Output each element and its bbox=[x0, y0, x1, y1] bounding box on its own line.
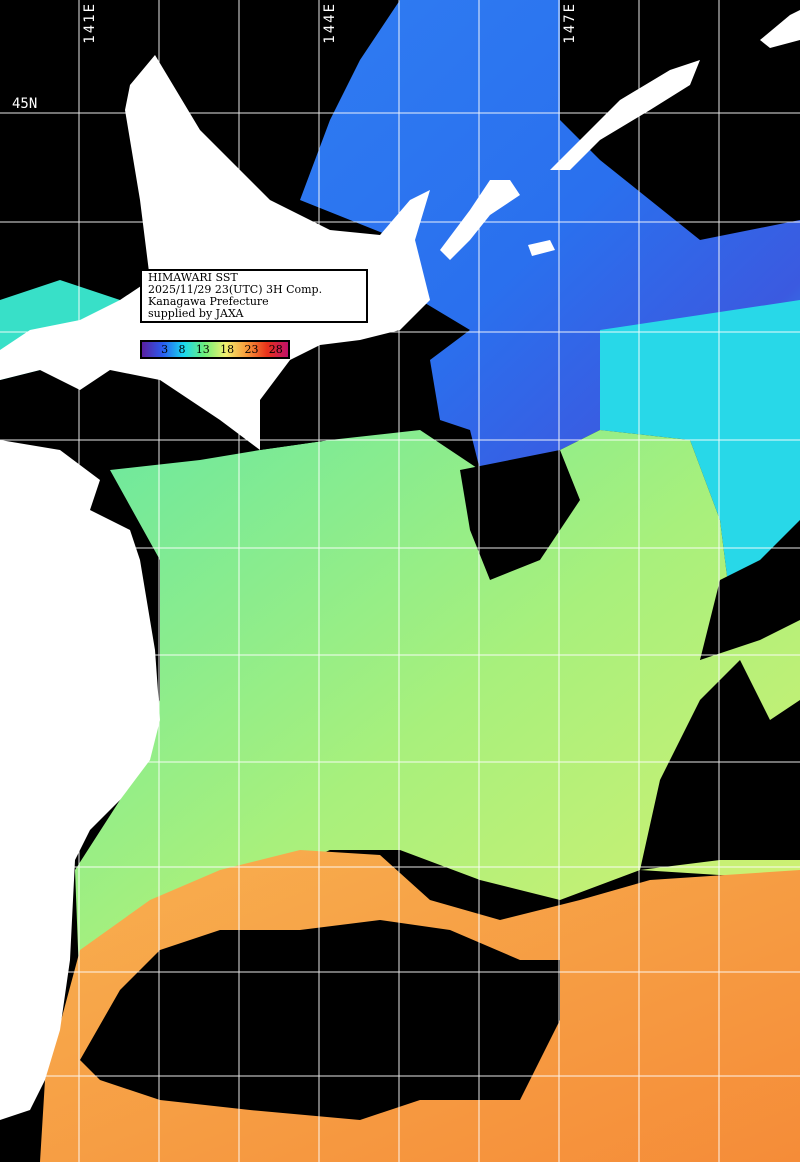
info-datetime: 2025/11/29 23(UTC) 3H Comp. bbox=[148, 283, 323, 296]
island-land bbox=[550, 60, 700, 170]
honshu-land bbox=[0, 440, 160, 1120]
island-land bbox=[440, 180, 520, 260]
hokkaido-land bbox=[0, 55, 430, 450]
cloud-region bbox=[700, 560, 760, 660]
cloud-patch bbox=[560, 0, 800, 240]
legend-label: 13 bbox=[195, 343, 210, 356]
cloud-region bbox=[640, 660, 800, 870]
legend-label: 23 bbox=[244, 343, 259, 356]
island-land bbox=[528, 240, 555, 256]
cloud-region bbox=[250, 340, 440, 450]
legend-label: 18 bbox=[220, 343, 235, 356]
lon-label-141e: 141E bbox=[82, 2, 98, 44]
info-box: HIMAWARI SST 2025/11/29 23(UTC) 3H Comp.… bbox=[140, 269, 368, 323]
color-scale-legend: 3 8 13 18 23 28 bbox=[140, 340, 290, 359]
info-organization: Kanagawa Prefecture bbox=[148, 295, 269, 308]
lon-label-144e: 144E bbox=[322, 2, 338, 44]
island-land bbox=[760, 10, 800, 48]
legend-label: 8 bbox=[178, 343, 186, 356]
cyan-water-region bbox=[600, 300, 800, 600]
legend-label: 3 bbox=[161, 343, 169, 356]
info-credit: supplied by JAXA bbox=[148, 307, 244, 320]
cloud-region bbox=[0, 110, 130, 230]
cloud-region bbox=[80, 920, 560, 1120]
info-title: HIMAWARI SST bbox=[148, 271, 238, 284]
lat-label-45n: 45N bbox=[12, 96, 38, 112]
legend-label: 28 bbox=[268, 343, 283, 356]
lon-label-147e: 147E bbox=[562, 2, 578, 44]
temperate-water-region bbox=[75, 430, 800, 1000]
